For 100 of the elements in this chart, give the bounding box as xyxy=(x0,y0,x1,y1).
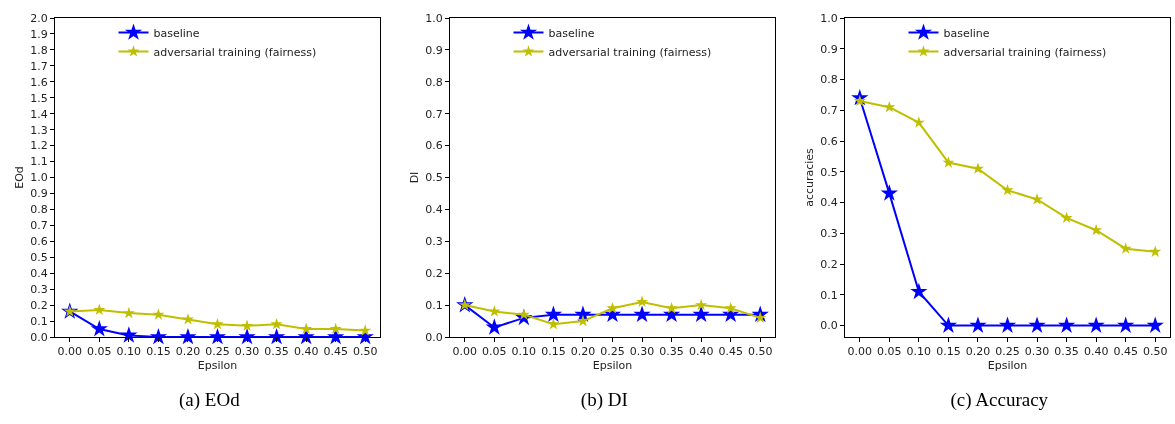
point xyxy=(1057,316,1076,333)
y-tick-label: 1.3 xyxy=(30,123,48,137)
x-tick-label: 0.40 xyxy=(688,345,714,359)
point xyxy=(211,317,224,330)
point xyxy=(942,156,955,168)
x-tick-label: 0.05 xyxy=(87,345,112,359)
point xyxy=(1087,316,1105,333)
point xyxy=(485,318,503,335)
x-tick-label: 0.40 xyxy=(1083,345,1109,359)
y-tick-label: 0.7 xyxy=(30,219,48,233)
x-tick-label: 0.15 xyxy=(146,345,171,359)
point xyxy=(939,316,958,333)
y-tick-label: 0.2 xyxy=(30,298,48,312)
point xyxy=(267,327,286,345)
point xyxy=(880,184,898,201)
x-tick-label: 0.10 xyxy=(906,345,932,359)
x-tick-label: 0.00 xyxy=(57,345,83,359)
y-tick-label: 0.6 xyxy=(820,134,838,148)
point xyxy=(122,306,135,319)
point xyxy=(969,316,987,333)
legend-label: baseline xyxy=(153,26,200,40)
x-tick-label: 0.20 xyxy=(965,345,991,359)
text: (b) DI xyxy=(580,389,628,411)
y-tick-label: 0.3 xyxy=(30,283,48,296)
point xyxy=(270,317,283,330)
y-tick-label: 1.0 xyxy=(820,11,838,25)
x-tick-label: 0.50 xyxy=(747,345,773,359)
point xyxy=(1149,245,1162,257)
point xyxy=(633,305,651,323)
y-tick-label: 0.8 xyxy=(820,73,838,87)
y-axis-title: EOd xyxy=(12,166,26,189)
y-tick-label: 0.5 xyxy=(425,171,443,185)
y-tick-label: 0.0 xyxy=(425,330,443,344)
x-tick-label: 0.45 xyxy=(718,345,743,359)
point xyxy=(149,327,168,345)
x-tick-label: 0.35 xyxy=(264,345,289,359)
y-tick-label: 0.5 xyxy=(30,251,48,265)
y-tick-label: 0.0 xyxy=(30,330,48,344)
point xyxy=(1119,242,1132,254)
x-tick-label: 0.50 xyxy=(352,345,378,359)
y-tick-label: 0.4 xyxy=(30,267,48,281)
x-tick-label: 0.15 xyxy=(936,345,961,359)
x-tick-label: 0.25 xyxy=(205,345,230,359)
y-tick-label: 0.7 xyxy=(425,107,443,121)
x-tick-label: 0.25 xyxy=(600,345,625,359)
point xyxy=(241,319,254,331)
x-tick-label: 0.30 xyxy=(629,345,655,359)
point xyxy=(90,319,108,337)
x-tick-label: 0.30 xyxy=(1024,345,1050,359)
point xyxy=(329,322,342,335)
x-tick-label: 0.35 xyxy=(1054,345,1079,359)
point xyxy=(695,298,708,311)
point xyxy=(912,116,925,128)
y-tick-label: 0.8 xyxy=(30,203,48,217)
x-tick-label: 0.45 xyxy=(323,345,348,359)
y-tick-label: 1.7 xyxy=(30,59,48,73)
x-tick-label: 0.35 xyxy=(659,345,684,359)
text: (a) EOd xyxy=(179,389,241,411)
point xyxy=(1001,183,1014,196)
y-tick-label: 1.2 xyxy=(30,139,48,153)
point xyxy=(1117,316,1135,333)
x-tick-label: 0.10 xyxy=(511,345,537,359)
legend-label: adversarial training (fairness) xyxy=(548,45,712,59)
x-tick-label: 0.25 xyxy=(995,345,1020,359)
x-axis-title: Epsilon xyxy=(592,359,633,373)
text: (c) Accuracy xyxy=(950,389,1049,411)
y-tick-label: 0.2 xyxy=(820,257,838,271)
y-tick-label: 0.6 xyxy=(425,139,443,153)
point xyxy=(544,305,563,323)
point xyxy=(300,322,313,335)
y-tick-label: 1.6 xyxy=(30,75,48,89)
y-tick-label: 0.8 xyxy=(425,75,443,89)
point xyxy=(1060,211,1073,224)
x-tick-label: 0.20 xyxy=(175,345,201,359)
point xyxy=(547,317,560,330)
y-tick-label: 0.5 xyxy=(820,165,838,179)
point xyxy=(1028,316,1046,333)
x-axis-title: Epsilon xyxy=(197,359,238,373)
point xyxy=(692,305,710,323)
point xyxy=(152,308,165,320)
point xyxy=(665,301,678,314)
y-tick-label: 1.8 xyxy=(30,43,48,57)
y-tick-label: 1.0 xyxy=(425,11,443,25)
x-tick-label: 0.40 xyxy=(293,345,319,359)
y-tick-label: 0.3 xyxy=(820,227,838,241)
x-tick-label: 0.50 xyxy=(1142,345,1168,359)
point xyxy=(998,316,1017,333)
x-tick-label: 0.05 xyxy=(877,345,902,359)
x-tick-label: 0.05 xyxy=(482,345,507,359)
y-tick-label: 1.4 xyxy=(30,107,48,121)
y-tick-label: 1.1 xyxy=(30,155,48,169)
point xyxy=(971,162,984,174)
point xyxy=(359,324,372,336)
y-tick-label: 0.9 xyxy=(820,42,838,56)
y-tick-label: 0.9 xyxy=(425,43,443,57)
y-tick-label: 0.4 xyxy=(425,203,443,217)
x-tick-label: 0.15 xyxy=(541,345,566,359)
y-tick-label: 0.4 xyxy=(820,196,838,210)
y-tick-label: 0.7 xyxy=(820,104,838,118)
point xyxy=(606,301,619,314)
